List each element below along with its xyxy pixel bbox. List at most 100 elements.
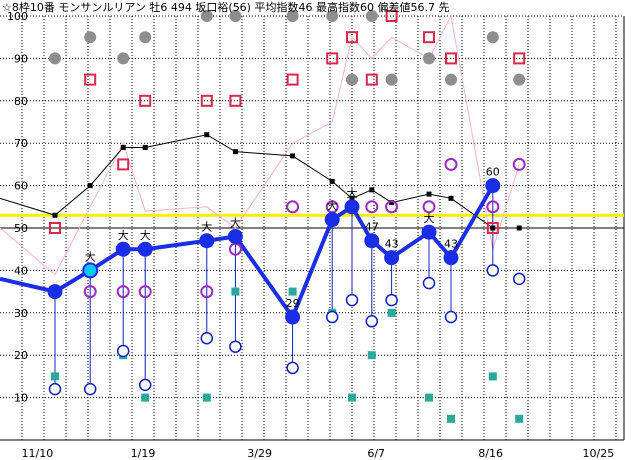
gray-point (423, 52, 435, 65)
index-point (364, 233, 380, 249)
teal-point (231, 287, 240, 296)
gray-point (326, 10, 339, 22)
gray-point (49, 52, 61, 65)
gray-point (286, 10, 299, 22)
red-point (486, 222, 499, 234)
teal-point (141, 393, 150, 402)
top-point (369, 187, 375, 193)
purple-point (385, 200, 399, 214)
teal-point (515, 414, 524, 423)
y-tick-label: 10 (14, 392, 28, 405)
top-point (204, 132, 210, 138)
index-label: 大 (140, 228, 151, 242)
purple-point (83, 285, 97, 299)
x-tick-label: 1/19 (131, 447, 156, 460)
index-point (485, 178, 501, 194)
top-point (490, 225, 496, 231)
red-point (200, 94, 213, 107)
y-tick-label: 80 (14, 95, 28, 108)
purple-point (138, 285, 152, 299)
teal-point (288, 287, 297, 296)
red-point (423, 31, 435, 44)
index-label: 47 (365, 221, 379, 234)
y-tick-label: 40 (14, 264, 28, 277)
top-point (448, 195, 454, 201)
purple-point (512, 157, 526, 171)
index-label: 43 (444, 238, 458, 251)
purple-point (200, 285, 214, 299)
gray-point (513, 73, 526, 86)
index-label: 大 (85, 249, 96, 263)
teal-point (202, 393, 211, 402)
index-point (199, 233, 215, 249)
gray-point (139, 31, 152, 44)
gray-point (365, 10, 378, 22)
low-point (365, 315, 379, 328)
index-label: 29 (286, 297, 300, 310)
red-point (326, 52, 339, 65)
index-label: 大 (424, 211, 435, 225)
gray-point (385, 73, 398, 86)
purple-point (422, 200, 436, 214)
low-point (286, 361, 299, 375)
chart-header: ☆8枠10番 モンサンルリアン 牡6 494 坂口裕(56) 平均指数46 最高… (2, 0, 449, 14)
low-point (345, 293, 359, 307)
index-point (384, 250, 400, 266)
purple-point (286, 200, 300, 214)
low-point (116, 344, 130, 358)
teal-point (425, 393, 433, 402)
top-point (232, 149, 238, 155)
x-tick-label: 11/10 (22, 447, 54, 460)
index-label: 大 (327, 199, 338, 213)
low-point (229, 340, 242, 353)
top-point (389, 200, 395, 206)
index-point (227, 228, 243, 244)
index-point (421, 224, 437, 240)
y-tick-label: 30 (14, 307, 28, 320)
purple-point (444, 157, 458, 171)
purple-point (116, 285, 130, 299)
gray-point (486, 31, 499, 44)
teal-point (488, 372, 497, 381)
top-point (120, 144, 126, 150)
gray-point (200, 10, 213, 22)
pink-series-line (0, 14, 520, 276)
red-point (229, 94, 242, 107)
index-point (344, 199, 360, 215)
low-point (200, 331, 214, 345)
red-point (445, 52, 457, 65)
index-label: 大 (201, 220, 212, 234)
purple-point (486, 200, 500, 214)
gray-point (84, 31, 97, 44)
y-tick-label: 100 (7, 10, 28, 23)
top-point (349, 195, 355, 201)
x-tick-label: 8/16 (478, 447, 503, 460)
gray-point (346, 73, 358, 86)
teal-point (367, 351, 376, 360)
y-tick-label: 20 (14, 349, 28, 362)
teal-point (387, 308, 396, 317)
red-point (385, 10, 398, 22)
top-point (426, 191, 432, 197)
red-point (49, 222, 61, 234)
red-point (365, 73, 378, 86)
index-label: 大 (118, 228, 129, 242)
top-point (142, 144, 148, 150)
top-point (516, 225, 522, 231)
index-point (443, 250, 459, 266)
red-point (139, 94, 152, 107)
gray-point (445, 73, 457, 86)
top-series-line (0, 134, 520, 229)
index-label: 大 (347, 186, 358, 200)
low-point (325, 310, 339, 324)
low-point (385, 293, 398, 307)
low-point (486, 264, 500, 277)
teal-point (348, 393, 356, 402)
purple-point (365, 200, 379, 214)
low-point (444, 310, 458, 324)
index-point (137, 241, 153, 257)
index-point (47, 284, 63, 300)
